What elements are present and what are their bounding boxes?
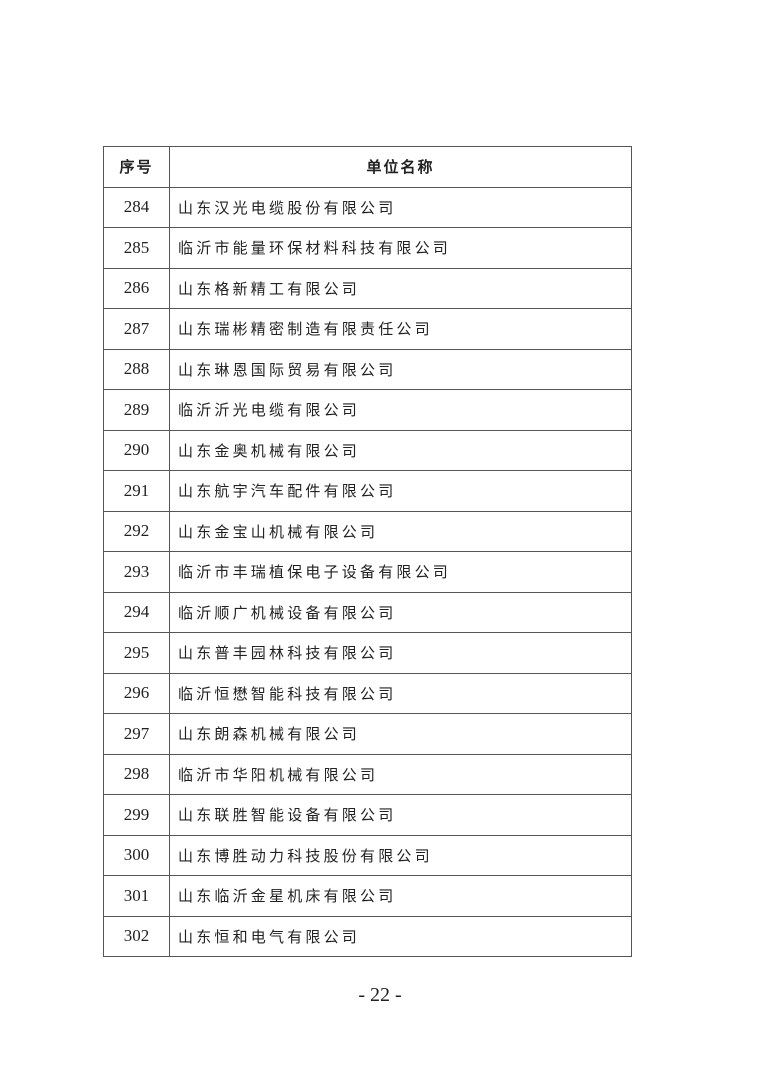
unit-name: 山东格新精工有限公司 <box>169 267 632 309</box>
table-row: 287 山东瑞彬精密制造有限责任公司 <box>103 308 632 350</box>
unit-name: 山东航宇汽车配件有限公司 <box>169 470 632 512</box>
unit-name: 临沂市华阳机械有限公司 <box>169 753 632 795</box>
company-table: 序号 单位名称 284 山东汉光电缆股份有限公司 285 临沂市能量环保材料科技有限公… <box>103 146 632 957</box>
serial-number: 298 <box>103 753 170 795</box>
serial-number: 287 <box>103 308 170 350</box>
unit-name: 临沂恒懋智能科技有限公司 <box>169 672 632 714</box>
unit-name: 临沂沂光电缆有限公司 <box>169 389 632 431</box>
serial-number: 292 <box>103 510 170 552</box>
header-unit-name: 单位名称 <box>169 146 632 188</box>
serial-number: 295 <box>103 632 170 674</box>
serial-number: 284 <box>103 186 170 228</box>
table-row: 286 山东格新精工有限公司 <box>103 267 632 309</box>
table-row: 292 山东金宝山机械有限公司 <box>103 510 632 552</box>
page-number: - 22 - <box>358 984 402 1006</box>
table-row: 284 山东汉光电缆股份有限公司 <box>103 186 632 228</box>
table-row: 301 山东临沂金星机床有限公司 <box>103 875 632 917</box>
serial-number: 299 <box>103 794 170 836</box>
table-row: 297 山东朗森机械有限公司 <box>103 713 632 755</box>
table-row: 298 临沂市华阳机械有限公司 <box>103 753 632 795</box>
serial-number: 300 <box>103 834 170 876</box>
serial-number: 289 <box>103 389 170 431</box>
unit-name: 临沂市能量环保材料科技有限公司 <box>169 227 632 269</box>
table-header-row: 序号 单位名称 <box>103 146 632 188</box>
serial-number: 286 <box>103 267 170 309</box>
unit-name: 山东金奥机械有限公司 <box>169 429 632 471</box>
serial-number: 301 <box>103 875 170 917</box>
table-row: 295 山东普丰园林科技有限公司 <box>103 632 632 674</box>
table-row: 293 临沂市丰瑞植保电子设备有限公司 <box>103 551 632 593</box>
unit-name: 山东汉光电缆股份有限公司 <box>169 186 632 228</box>
table-row: 294 临沂顺广机械设备有限公司 <box>103 591 632 633</box>
unit-name: 临沂顺广机械设备有限公司 <box>169 591 632 633</box>
table-row: 288 山东琳恩国际贸易有限公司 <box>103 348 632 390</box>
serial-number: 291 <box>103 470 170 512</box>
unit-name: 山东瑞彬精密制造有限责任公司 <box>169 308 632 350</box>
serial-number: 296 <box>103 672 170 714</box>
table-row: 285 临沂市能量环保材料科技有限公司 <box>103 227 632 269</box>
unit-name: 山东联胜智能设备有限公司 <box>169 794 632 836</box>
unit-name: 山东琳恩国际贸易有限公司 <box>169 348 632 390</box>
unit-name: 山东博胜动力科技股份有限公司 <box>169 834 632 876</box>
unit-name: 山东金宝山机械有限公司 <box>169 510 632 552</box>
table-row: 290 山东金奥机械有限公司 <box>103 429 632 471</box>
unit-name: 山东普丰园林科技有限公司 <box>169 632 632 674</box>
serial-number: 297 <box>103 713 170 755</box>
unit-name: 临沂市丰瑞植保电子设备有限公司 <box>169 551 632 593</box>
serial-number: 288 <box>103 348 170 390</box>
serial-number: 294 <box>103 591 170 633</box>
unit-name: 山东恒和电气有限公司 <box>169 915 632 957</box>
table-row: 302 山东恒和电气有限公司 <box>103 915 632 957</box>
table-row: 291 山东航宇汽车配件有限公司 <box>103 470 632 512</box>
serial-number: 290 <box>103 429 170 471</box>
serial-number: 293 <box>103 551 170 593</box>
table-row: 296 临沂恒懋智能科技有限公司 <box>103 672 632 714</box>
table-row: 299 山东联胜智能设备有限公司 <box>103 794 632 836</box>
table-row: 289 临沂沂光电缆有限公司 <box>103 389 632 431</box>
unit-name: 山东临沂金星机床有限公司 <box>169 875 632 917</box>
header-serial-number: 序号 <box>103 146 170 188</box>
table-row: 300 山东博胜动力科技股份有限公司 <box>103 834 632 876</box>
unit-name: 山东朗森机械有限公司 <box>169 713 632 755</box>
serial-number: 302 <box>103 915 170 957</box>
serial-number: 285 <box>103 227 170 269</box>
